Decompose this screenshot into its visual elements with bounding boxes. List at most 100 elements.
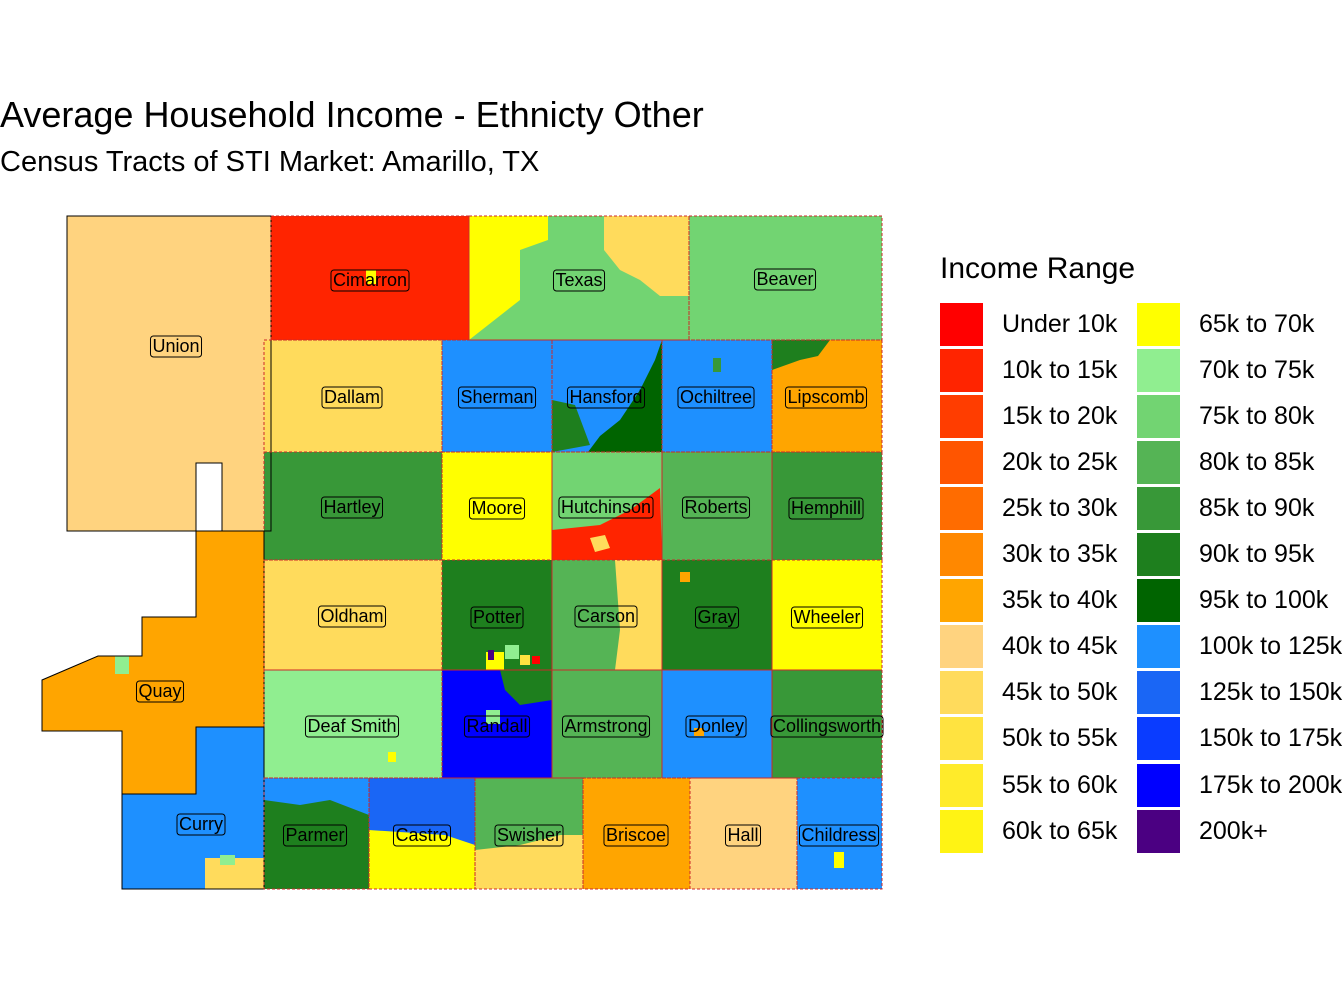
county-label-hutchinson: Hutchinson <box>561 497 651 517</box>
county-borders <box>41 215 883 890</box>
county-label-wheeler: Wheeler <box>793 607 860 627</box>
county-label-box <box>753 268 817 291</box>
legend-swatch <box>1137 440 1180 484</box>
legend-swatch <box>1137 671 1180 715</box>
tract-patch <box>264 778 369 815</box>
county-hemphill <box>772 452 882 560</box>
legend-item: Under 10k <box>940 301 1117 347</box>
legend-swatch <box>940 440 983 484</box>
legend-label: 125k to 150k <box>1199 678 1343 707</box>
legend-item: 125k to 150k <box>1137 670 1342 716</box>
legend-item: 45k to 50k <box>940 670 1117 716</box>
tract-patch <box>680 572 690 582</box>
county-border-swisher <box>474 777 584 890</box>
county-label-carson: Carson <box>577 606 635 626</box>
county-label-deaf-smith: Deaf Smith <box>307 716 396 736</box>
county-label-box <box>770 715 884 738</box>
county-labels: Union Cimarron Texas Beaver Dallam Sherman Han… <box>135 268 884 847</box>
legend-label: 95k to 100k <box>1199 586 1329 615</box>
legend-swatch <box>940 348 983 392</box>
legend-item: 25k to 30k <box>940 485 1117 531</box>
tract-patch <box>475 835 583 889</box>
legend-label: 20k to 25k <box>1002 447 1118 476</box>
county-label-castro: Castro <box>395 825 448 845</box>
county-label-box <box>135 680 185 703</box>
tract-patch <box>590 535 610 552</box>
legend-item: 20k to 25k <box>940 439 1117 485</box>
county-label-hemphill: Hemphill <box>791 498 861 518</box>
county-label-childress: Childress <box>801 825 876 845</box>
county-label-box <box>470 606 524 629</box>
county-label-swisher: Swisher <box>497 825 561 845</box>
legend-label: 65k to 70k <box>1199 309 1315 338</box>
legend-label: 80k to 85k <box>1199 447 1315 476</box>
county-label-donley: Donley <box>688 716 744 736</box>
tract-patch <box>604 216 689 296</box>
tract-patch <box>588 340 662 452</box>
legend-swatch <box>940 717 983 761</box>
legend-label: 10k to 15k <box>1002 355 1118 384</box>
county-label-box <box>724 824 762 847</box>
tract-patch <box>520 655 530 665</box>
county-label-cimarron: Cimarron <box>333 270 407 290</box>
legend-label: 15k to 20k <box>1002 401 1118 430</box>
county-donley <box>662 670 772 778</box>
legend-label: 35k to 40k <box>1002 586 1118 615</box>
county-border-beaver <box>688 215 883 341</box>
county-label-collingsworth: Collingsworth <box>773 716 881 736</box>
county-label-quay: Quay <box>138 681 181 701</box>
county-label-ochiltree: Ochiltree <box>680 387 752 407</box>
county-label-box <box>282 824 348 847</box>
county-label-box <box>694 606 740 629</box>
legend-label: 60k to 65k <box>1002 816 1118 845</box>
legend-item: 60k to 65k <box>940 808 1117 854</box>
county-label-box <box>552 269 606 292</box>
county-label-box <box>457 386 537 409</box>
legend-label: 200k+ <box>1199 816 1268 845</box>
legend-label: 85k to 90k <box>1199 493 1315 522</box>
county-wheeler <box>772 560 882 670</box>
county-label-randall: Randall <box>466 716 527 736</box>
legend-swatch <box>940 671 983 715</box>
county-label-hansford: Hansford <box>569 387 642 407</box>
legend-label: 25k to 30k <box>1002 493 1118 522</box>
county-label-box <box>677 386 755 409</box>
county-label-texas: Texas <box>555 270 602 290</box>
legend-label: 150k to 175k <box>1199 724 1343 753</box>
county-label-box <box>176 813 226 836</box>
county-label-box <box>784 386 868 409</box>
county-label-beaver: Beaver <box>756 269 813 289</box>
legend-item: 90k to 95k <box>1137 532 1314 578</box>
tract-patch <box>834 852 844 868</box>
tract-patch <box>694 728 704 736</box>
legend-label: 30k to 35k <box>1002 540 1118 568</box>
county-label-potter: Potter <box>473 607 521 627</box>
legend-item: 75k to 80k <box>1137 393 1314 439</box>
legend-item: 150k to 175k <box>1137 716 1342 762</box>
legend-label: 40k to 45k <box>1002 632 1118 661</box>
legend-swatch <box>940 533 983 576</box>
county-roberts <box>662 452 772 560</box>
legend-item: 50k to 55k <box>940 716 1117 762</box>
county-label-box <box>561 715 651 738</box>
legend-item: 175k to 200k <box>1137 762 1342 808</box>
county-label-parmer: Parmer <box>285 825 344 845</box>
tract-patch <box>772 340 830 370</box>
legend-item: 95k to 100k <box>1137 578 1328 624</box>
legend-item: 85k to 90k <box>1137 485 1314 531</box>
county-beaver <box>689 216 882 340</box>
county-label-box <box>149 335 203 358</box>
county-collingsworth <box>772 670 882 778</box>
legend-swatch <box>1137 533 1180 576</box>
tract-patch <box>369 778 475 845</box>
tract-patch <box>115 656 129 674</box>
legend-label: 50k to 55k <box>1002 724 1118 753</box>
tract-patch <box>505 645 519 659</box>
county-label-box <box>304 715 400 738</box>
legend-swatch <box>1137 717 1180 761</box>
county-border-curry <box>121 726 265 890</box>
county-union <box>67 216 271 531</box>
legend-label: 90k to 95k <box>1199 540 1315 568</box>
county-label-dallam: Dallam <box>324 387 380 407</box>
tract-patch <box>713 358 721 372</box>
